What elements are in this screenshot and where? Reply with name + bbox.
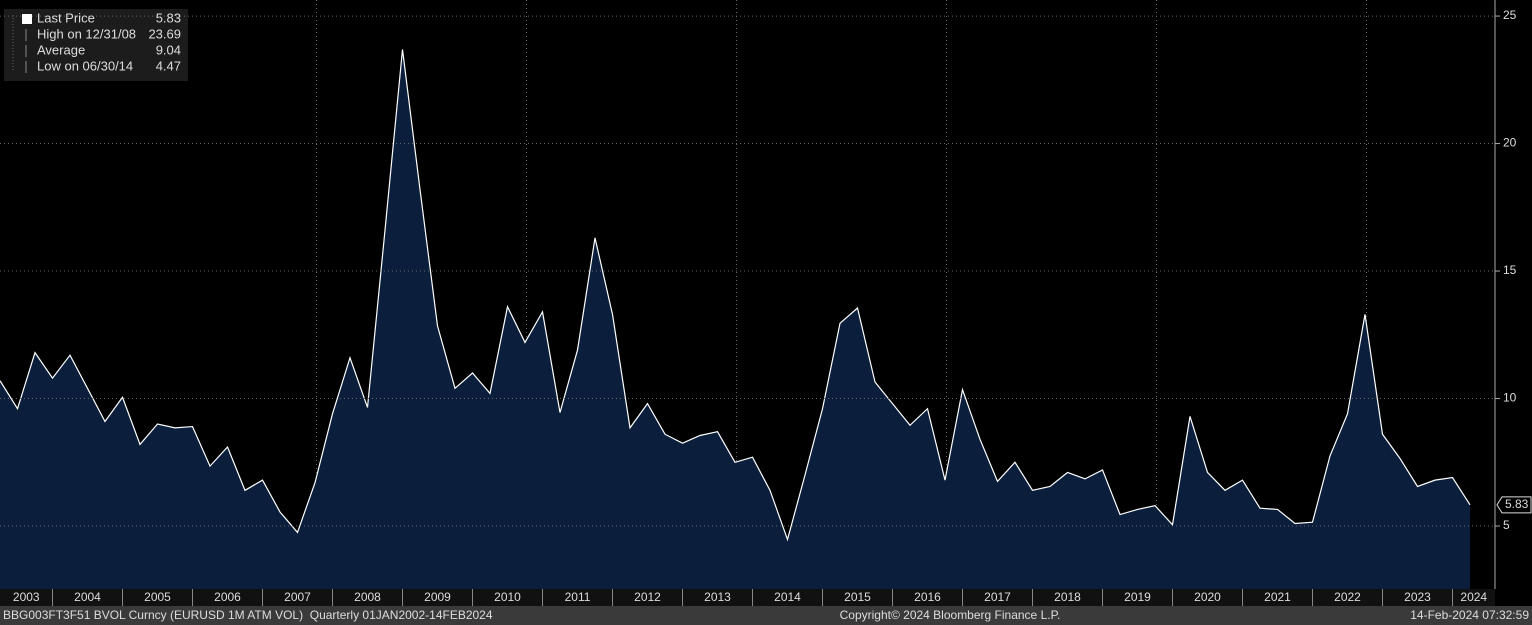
legend-swatch [22,14,32,24]
last-value-box [1496,496,1532,514]
legend-box [4,9,188,81]
x-tick-label: 2011 [565,590,591,604]
y-tick-label: 20 [1503,136,1517,150]
y-tick-label: 5 [1503,518,1510,532]
x-tick-label: 2012 [634,590,661,604]
x-tick-label: 2003 [13,590,40,604]
x-tick-label: 2013 [704,590,731,604]
x-tick-label: 2020 [1194,590,1221,604]
x-tick-label: 2018 [1054,590,1081,604]
legend-value: 9.04 [156,42,181,57]
price-line [0,49,1471,542]
area [0,49,1470,589]
x-tick-label: 2024 [1460,590,1487,604]
legend-label: High on 12/31/08 [37,26,136,41]
x-tick-label: 2007 [284,590,311,604]
x-tick-label: 2010 [494,590,521,604]
x-tick-label: 2016 [914,590,941,604]
x-axis-band [0,589,1495,606]
legend-label: Last Price [37,10,95,25]
x-tick-label: 2023 [1404,590,1431,604]
x-tick-label: 2008 [354,590,381,604]
legend-label: Average [37,42,85,57]
x-tick-label: 2019 [1124,590,1151,604]
x-tick-label: 2022 [1334,590,1361,604]
x-tick-label: 2009 [424,590,451,604]
footer-center: Copyright© 2024 Bloomberg Finance L.P. [840,608,1061,622]
legend-value: 23.69 [148,26,181,41]
y-tick-label: 25 [1503,8,1517,22]
x-tick-label: 2004 [74,590,101,604]
x-tick-label: 2017 [984,590,1011,604]
x-tick-label: 2005 [144,590,171,604]
footer-bar [0,606,1532,625]
footer-right: 14-Feb-2024 07:32:59 [1410,608,1529,622]
plot-area [0,0,1471,589]
x-tick-label: 2014 [774,590,801,604]
last-value-label: 5.83 [1505,497,1529,511]
legend-label: Low on 06/30/14 [37,58,133,73]
footer-left: BBG003FT3F51 BVOL Curncy (EURUSD 1M ATM … [3,608,493,622]
legend-value: 4.47 [156,58,181,73]
x-tick-label: 2015 [844,590,871,604]
y-tick-label: 10 [1503,391,1517,405]
x-tick-label: 2021 [1264,590,1291,604]
y-tick-label: 15 [1503,263,1517,277]
legend-value: 5.83 [156,10,181,25]
x-tick-label: 2006 [214,590,241,604]
